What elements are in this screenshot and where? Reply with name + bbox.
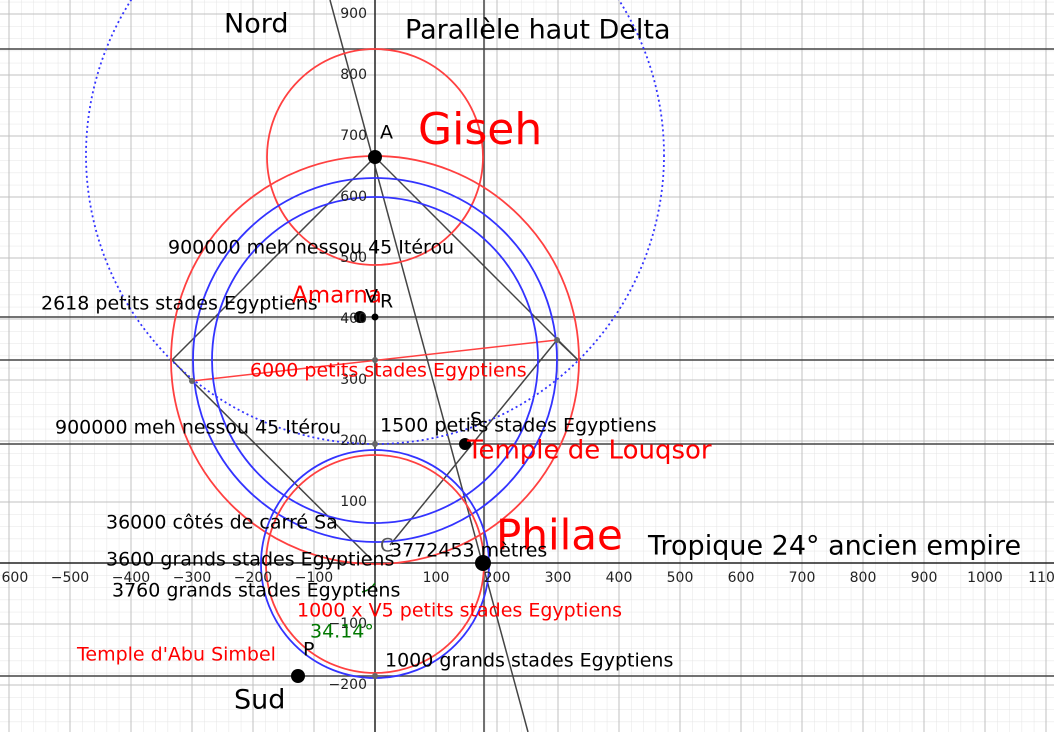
point [368, 150, 382, 164]
point [372, 357, 378, 363]
x-tick-label: −500 [51, 570, 89, 586]
y-tick-label: 700 [340, 128, 367, 144]
label: 1500 petits stades Egyptiens [380, 415, 657, 437]
point [554, 337, 560, 343]
line [374, 156, 579, 361]
x-tick-label: −100 [295, 570, 333, 586]
x-tick-label: 700 [789, 570, 816, 586]
label: S [470, 409, 482, 431]
angle-arc [361, 582, 376, 593]
label: Sud [234, 685, 285, 716]
line [556, 339, 579, 361]
y-tick-label: 900 [340, 6, 367, 22]
line [171, 156, 376, 361]
line [329, 0, 529, 732]
label: Nord [224, 9, 288, 40]
x-tick-label: 1000 [967, 570, 1003, 586]
label: Philae [496, 511, 623, 560]
x-tick-label: 300 [545, 570, 572, 586]
x-tick-label: −400 [112, 570, 150, 586]
label: R [380, 291, 393, 313]
point [371, 313, 379, 321]
y-tick-label: 100 [340, 494, 367, 510]
y-tick-label: −100 [329, 616, 367, 632]
y-tick-label: 800 [340, 67, 367, 83]
point [475, 555, 491, 571]
label: 1000 grands stades Egyptiens [385, 650, 673, 672]
label: 900000 meh nessou 45 Itérou [168, 237, 454, 259]
label: 6000 petits stades Egyptiens [250, 360, 527, 382]
label: 3772453 mètres [390, 540, 547, 562]
label: P [303, 639, 314, 661]
label: Giseh [418, 104, 542, 155]
y-tick-label: 300 [340, 372, 367, 388]
label: Temple de Louqsor [466, 436, 712, 466]
label: Amarna [292, 283, 382, 309]
label: Tropique 24° ancien empire [647, 531, 1021, 562]
line [171, 359, 193, 382]
label: C [380, 535, 393, 557]
x-tick-label: 400 [606, 570, 633, 586]
x-tick-label: 600 [728, 570, 755, 586]
label: 1000 x V5 petits stades Egyptiens [297, 600, 622, 622]
y-tick-label: 500 [340, 250, 367, 266]
circle [211, 196, 539, 524]
y-tick-label: 400 [340, 311, 367, 327]
x-tick-label: 800 [850, 570, 877, 586]
dotted-circle [85, 0, 665, 445]
circle [192, 177, 558, 543]
x-tick-label: 500 [667, 570, 694, 586]
label: 2618 petits stades Egyptiens [41, 293, 318, 315]
y-tick-label: −200 [329, 677, 367, 693]
label: A [380, 122, 393, 144]
x-tick-label: 200 [484, 570, 511, 586]
label: 36000 côtés de carré Sa [106, 512, 338, 534]
x-tick-label: −300 [173, 570, 211, 586]
x-tick-label: −600 [0, 570, 28, 586]
y-tick-label: 600 [340, 189, 367, 205]
line [191, 380, 373, 561]
y-tick-label: 200 [340, 433, 367, 449]
point [459, 438, 471, 450]
ticks: −600 −500 −400 −300 −200 −100 100 200 300 400 500 6… [0, 6, 1054, 693]
label: 3600 grands stades Egyptiens [106, 549, 394, 571]
x-tick-label: 900 [911, 570, 938, 586]
x-tick-label: 1100 [1028, 570, 1054, 586]
label: Temple d'Abu Simbel [76, 644, 276, 666]
line [389, 339, 558, 546]
point [372, 673, 378, 679]
circle [266, 48, 484, 266]
label: 900000 meh nessou 45 Itérou [55, 417, 341, 439]
points [189, 150, 560, 683]
point [354, 311, 366, 323]
label: V [365, 286, 378, 308]
x-tick-label: 100 [423, 570, 450, 586]
label: 34.14° [310, 621, 374, 643]
point [372, 441, 378, 447]
point [189, 378, 195, 384]
point [291, 669, 305, 683]
x-tick-label: −200 [234, 570, 272, 586]
label: Parallèle haut Delta [405, 15, 671, 46]
label: 3760 grands stades Egyptiens [112, 580, 400, 602]
